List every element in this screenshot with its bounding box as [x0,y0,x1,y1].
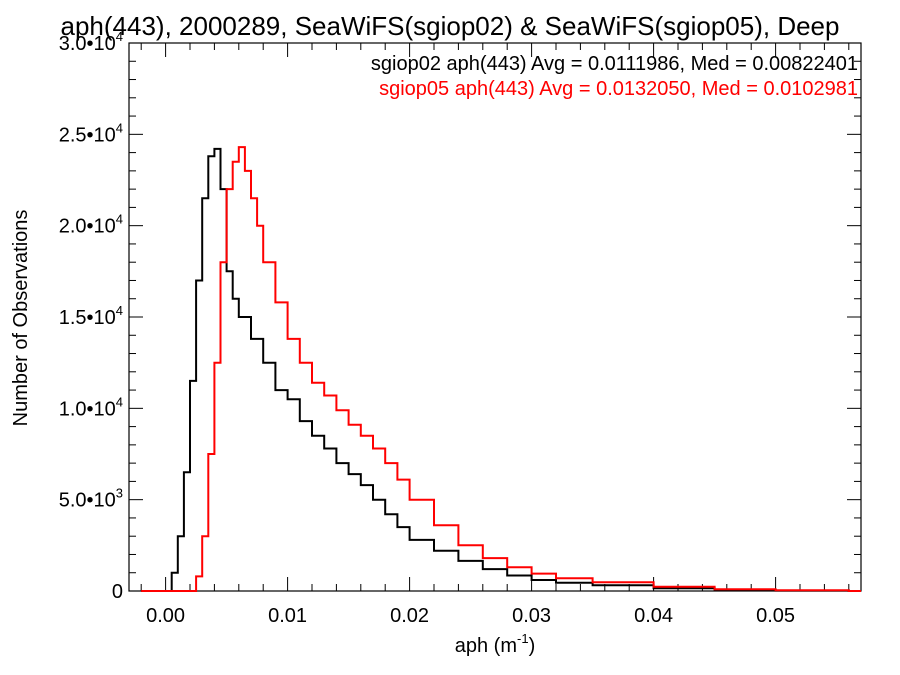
legend: sgiop02 aph(443) Avg = 0.0111986, Med = … [371,53,858,100]
legend-entry: sgiop02 aph(443) Avg = 0.0111986, Med = … [371,53,858,75]
x-tick-labels: 0.00 0.01 0.02 0.03 0.04 0.05 [146,605,795,627]
y-tick-label: 5.0•103 [59,486,123,512]
series-group [141,146,861,592]
legend-entry: sgiop05 aph(443) Avg = 0.0132050, Med = … [379,78,858,100]
y-tick-label: 0 [112,581,123,603]
x-tick-label: 0.05 [756,605,795,627]
y-tick-label: 2.0•104 [59,212,123,238]
plot-area [128,42,862,592]
y-tick-labels: 0 5.0•103 1.0•104 1.5•104 2.0•104 2.5•104 3.0•… [59,29,123,603]
y-tick-label: 3.0•104 [59,29,123,55]
x-tick-label: 0.03 [512,605,551,627]
y-tick-label: 1.0•104 [59,394,123,420]
series-line-1 [141,147,861,592]
chart-title: aph(443), 2000289, SeaWiFS(sgiop02) & Se… [61,11,840,41]
x-tick-label: 0.01 [268,605,307,627]
x-tick-label: 0.02 [390,605,429,627]
x-tick-label: 0.00 [146,605,185,627]
y-axis-label: Number of Observations [10,210,32,427]
x-tick-label: 0.04 [634,605,673,627]
y-tick-label: 1.5•104 [59,303,123,329]
series-line-2 [141,146,861,592]
y-tick-label: 2.5•104 [59,120,123,146]
x-axis-label: aph (m-1) [455,631,535,657]
